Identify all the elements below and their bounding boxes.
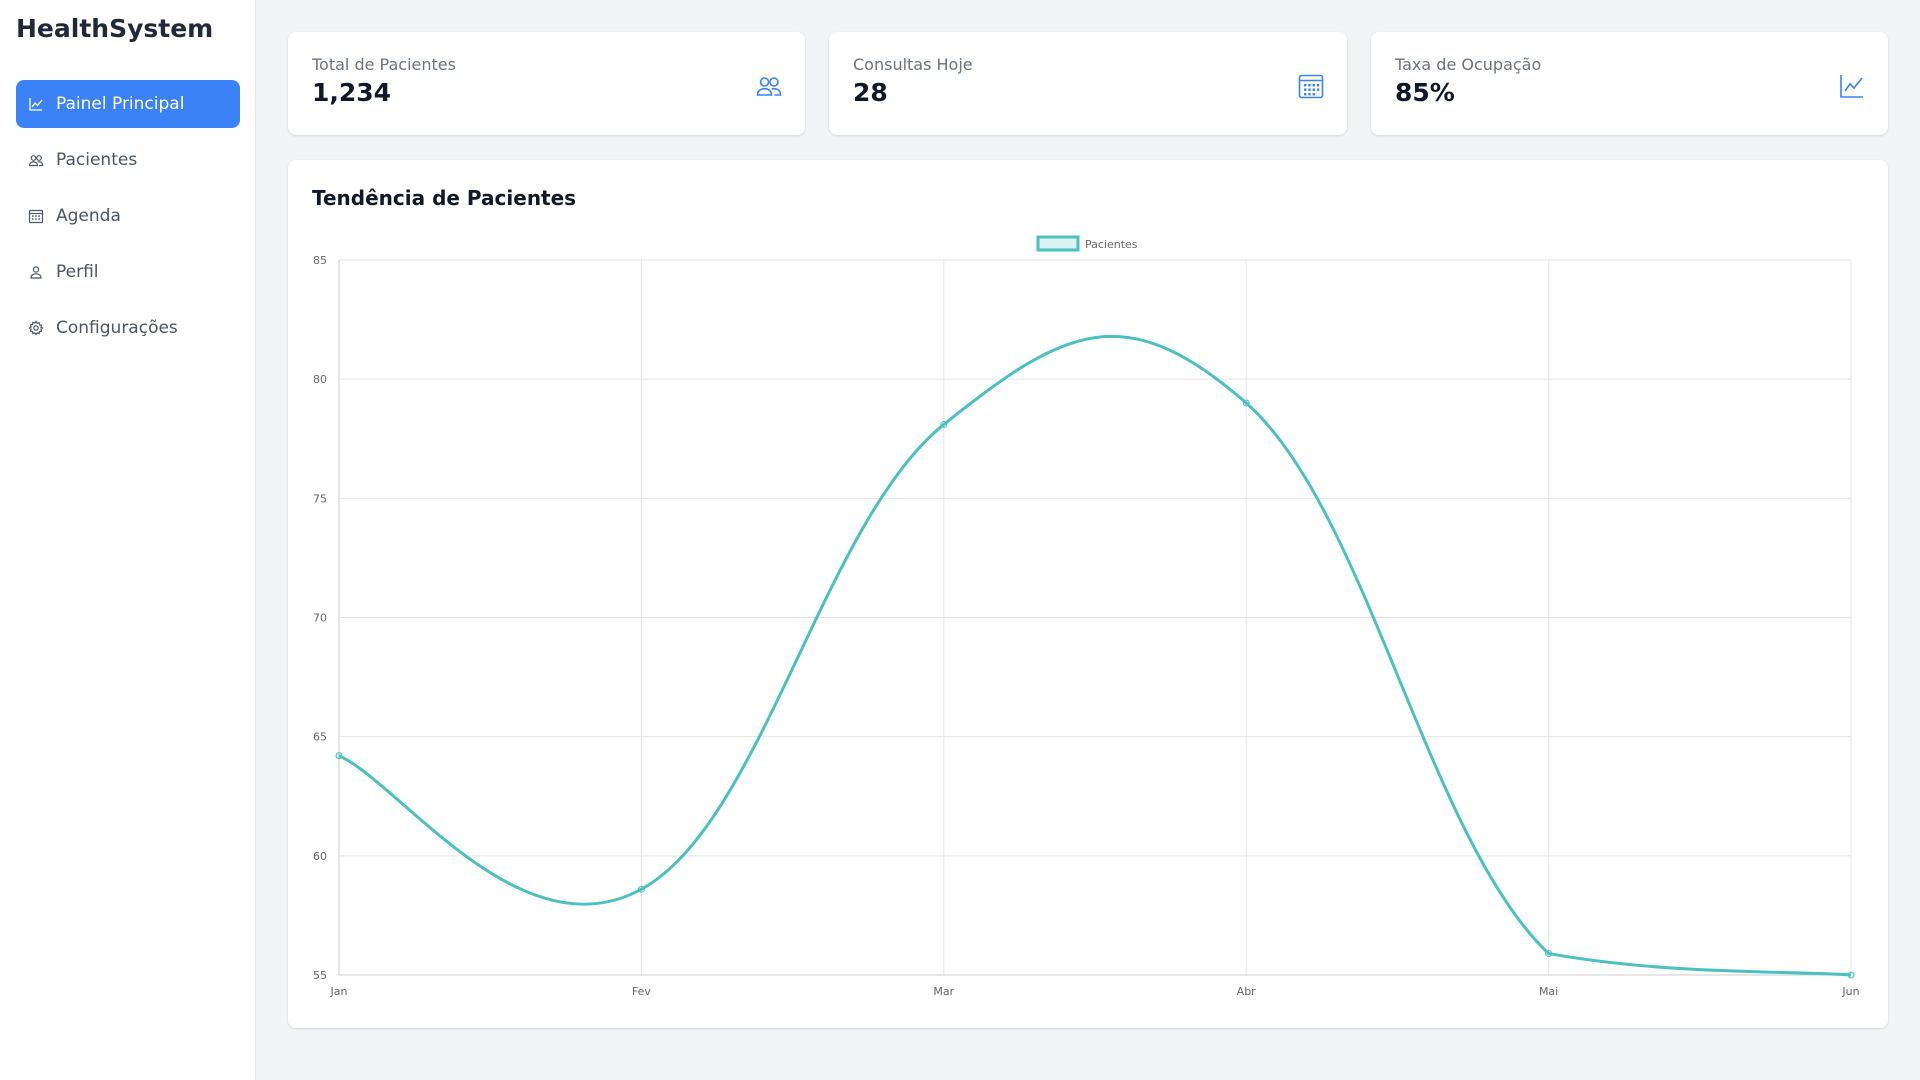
sidebar-item-label: Agenda [56, 206, 121, 226]
data-point [335, 752, 343, 760]
y-tick-label: 65 [313, 731, 327, 744]
gear-icon [28, 320, 44, 336]
x-tick-label: Mai [1539, 985, 1558, 998]
data-point [1242, 399, 1250, 407]
stat-value: 1,234 [312, 78, 392, 107]
stat-value: 85% [1395, 78, 1455, 107]
stat-label: Consultas Hoje [853, 55, 973, 74]
sidebar-item-label: Configurações [56, 318, 178, 338]
x-tick-label: Jun [1841, 985, 1859, 998]
stat-card-consultas-hoje: Consultas Hoje 28 [829, 32, 1347, 135]
y-tick-label: 85 [313, 254, 327, 267]
legend-label: Pacientes [1085, 238, 1138, 251]
stat-label: Taxa de Ocupação [1395, 55, 1542, 74]
sidebar-item-label: Painel Principal [56, 94, 185, 114]
user-icon [28, 264, 44, 280]
line-chart-icon [28, 96, 44, 112]
y-tick-label: 55 [313, 969, 327, 982]
series-line-pacientes [338, 334, 1852, 977]
chart-title: Tendência de Pacientes [312, 186, 577, 210]
stat-label: Total de Pacientes [312, 55, 456, 74]
data-point [940, 420, 948, 428]
x-tick-label: Fev [632, 985, 651, 998]
data-point [1545, 950, 1553, 958]
sidebar-item-label: Pacientes [56, 150, 138, 170]
x-tick-label: Mar [933, 985, 954, 998]
users-icon [28, 152, 44, 168]
data-point [1847, 971, 1855, 979]
line-chart-icon [1838, 72, 1866, 100]
y-tick-label: 80 [313, 373, 327, 386]
sidebar-item-pacientes[interactable]: Pacientes [16, 136, 240, 184]
sidebar-item-perfil[interactable]: Perfil [16, 248, 240, 296]
sidebar-nav: Painel Principal Pacientes Agenda Perfil… [16, 80, 240, 360]
sidebar-item-configuracoes[interactable]: Configurações [16, 304, 240, 352]
stat-card-total-pacientes: Total de Pacientes 1,234 [288, 32, 805, 135]
y-tick-label: 75 [313, 492, 327, 505]
data-point [637, 885, 645, 893]
users-icon [755, 72, 783, 100]
calendar-icon [1297, 72, 1325, 100]
y-tick-label: 60 [313, 850, 327, 863]
sidebar-item-label: Perfil [56, 262, 99, 282]
sidebar-item-painel-principal[interactable]: Painel Principal [16, 80, 240, 128]
chart-panel: Tendência de Pacientes 85 80 75 70 65 60 55 Jan… [288, 160, 1888, 1028]
legend-swatch [1036, 235, 1080, 252]
stat-card-taxa-ocupacao: Taxa de Ocupação 85% [1371, 32, 1888, 135]
app-logo: HealthSystem [16, 14, 214, 43]
calendar-icon [28, 208, 44, 224]
x-tick-label: Jan [330, 985, 348, 998]
stat-value: 28 [853, 78, 888, 107]
x-tick-label: Abr [1237, 985, 1257, 998]
y-tick-label: 70 [313, 612, 327, 625]
sidebar: HealthSystem Painel Principal Pacientes … [0, 0, 256, 1080]
sidebar-item-agenda[interactable]: Agenda [16, 192, 240, 240]
